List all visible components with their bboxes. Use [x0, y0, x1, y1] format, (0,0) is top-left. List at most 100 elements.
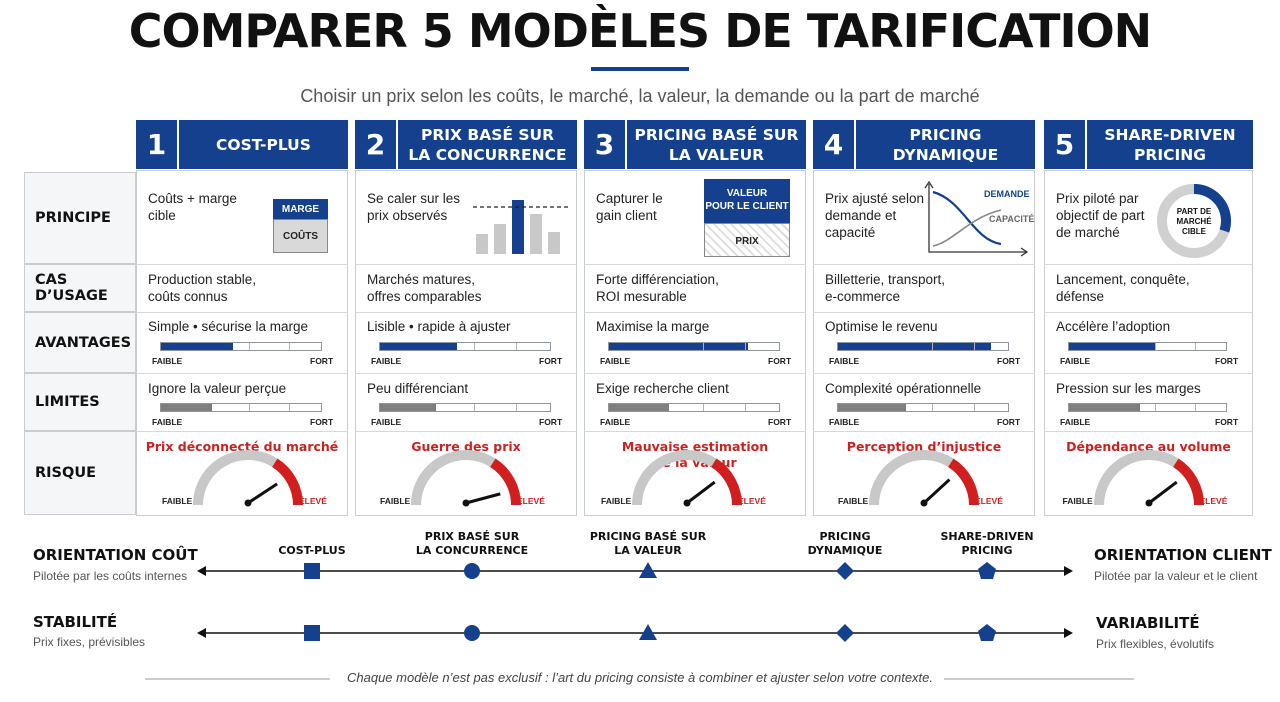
risk-faible-label-1: FAIBLE — [162, 496, 193, 506]
row-divider — [813, 312, 1035, 313]
bar-tick — [702, 343, 704, 350]
column-title-1: COST-PLUS — [216, 135, 311, 154]
row-divider — [813, 431, 1035, 432]
avantages-level-bar-4 — [837, 342, 1009, 351]
limites-level-fill — [1069, 404, 1140, 411]
gauge-hub — [244, 499, 252, 507]
marker-square — [304, 625, 320, 641]
axis2-left-subtitle: Prix fixes, prévisibles — [33, 635, 146, 649]
bar-tick — [1155, 404, 1157, 411]
risk-eleve-label-5: ÉLEVÉ — [1199, 496, 1228, 506]
row-divider — [584, 264, 806, 265]
bar-tick — [516, 404, 517, 411]
risk-eleve-label-4: ÉLEVÉ — [975, 496, 1003, 506]
row-divider — [355, 373, 577, 374]
avantages-faible-label: FAIBLE — [371, 356, 402, 366]
price-bar — [494, 224, 506, 254]
principe-text-4: Prix ajusté selon demande et capacité — [825, 191, 925, 240]
row-divider — [813, 373, 1035, 374]
column-number-3: 3 — [584, 120, 627, 169]
limites-level-fill — [838, 404, 906, 411]
avantages-fort-label: FORT — [768, 356, 792, 366]
gauge-danger-zone — [271, 458, 303, 506]
demand-curve — [932, 190, 1002, 246]
marker-pentagon — [978, 562, 996, 579]
bar-tick — [516, 343, 517, 350]
column-header-3: 3 PRICING BASÉ SUR LA VALEUR — [584, 120, 806, 169]
gauge-needle — [1147, 480, 1178, 505]
row-label-limites: LIMITES — [24, 373, 136, 431]
limites-level-bar-2 — [379, 403, 551, 412]
risk-gauge-5 — [1093, 450, 1204, 507]
row-divider — [1044, 264, 1253, 265]
row-divider — [813, 264, 1035, 265]
competitor-price-bars-icon — [473, 200, 568, 254]
bar-tick — [1194, 343, 1196, 350]
limites-level-fill — [161, 404, 213, 411]
avantages-faible-label: FAIBLE — [829, 356, 860, 366]
gauge-danger-zone — [710, 458, 742, 506]
avantages-fort-label: FORT — [1215, 356, 1239, 366]
limites-faible-label: FAIBLE — [829, 417, 860, 427]
risk-text-5: Dépendance au volume — [1066, 439, 1231, 454]
limites-faible-label: FAIBLE — [371, 417, 402, 427]
risk-faible-label-2: FAIBLE — [380, 496, 411, 506]
gauge-danger-zone — [489, 458, 521, 506]
axis1-right-subtitle: Pilotée par la valeur et le client — [1094, 569, 1258, 583]
demande-label: DEMANDE — [984, 189, 1030, 199]
bar-tick — [1155, 343, 1157, 350]
gauge-needle — [922, 478, 951, 505]
axis-label-model-5: SHARE-DRIVEN PRICING — [940, 530, 1034, 557]
bar-tick — [249, 404, 250, 411]
avantages-level-fill — [380, 343, 457, 350]
marker-circle — [464, 563, 480, 579]
marker-pentagon — [978, 624, 996, 641]
bar-tick — [473, 343, 475, 350]
axis-label-model-2: PRIX BASÉ SUR LA CONCURRENCE — [415, 530, 529, 557]
capacity-curve — [932, 209, 1002, 247]
limites-text-4: Complexité opérationnelle — [825, 381, 982, 396]
risk-eleve-label-1: ÉLEVÉ — [299, 496, 327, 506]
column-header-2: 2 PRIX BASÉ SUR LA CONCURRENCE — [355, 120, 577, 169]
cas-usage-text-3: Forte différenciation, ROI mesurable — [596, 272, 719, 304]
row-divider — [355, 264, 577, 265]
axis2-left-title: STABILITÉ — [33, 613, 118, 631]
row-divider — [136, 431, 348, 432]
y-arrow — [924, 180, 934, 189]
gauge-needle — [465, 492, 501, 505]
x-arrow — [1020, 247, 1029, 257]
row-divider — [1044, 431, 1253, 432]
gauge-needle — [686, 480, 716, 505]
avantages-text-2: Lisible • rapide à ajuster — [367, 319, 511, 334]
capacite-label: CAPACITÉ — [989, 214, 1035, 224]
page-subtitle: Choisir un prix selon les coûts, le marc… — [300, 86, 980, 106]
marker-square — [304, 563, 320, 579]
axis1-right-title: ORIENTATION CLIENT — [1094, 546, 1272, 564]
gauge-track — [193, 450, 278, 506]
risk-text-4: Perception d’injustice — [846, 439, 1002, 454]
column-number-2: 2 — [355, 120, 398, 169]
row-divider — [584, 431, 806, 432]
principe-text-3: Capturer le gain client — [596, 191, 663, 223]
cas-usage-text-2: Marchés matures, offres comparables — [367, 272, 482, 304]
axis2-left-arrow — [197, 628, 206, 638]
bar-tick — [1194, 404, 1196, 411]
axis1-right-arrow — [1064, 566, 1073, 576]
bar-tick — [931, 404, 933, 411]
marge-block: MARGE — [273, 199, 328, 219]
limites-fort-label: FORT — [539, 417, 563, 427]
bar-tick — [974, 404, 975, 411]
column-header-4: 4 PRICING DYNAMIQUE — [813, 120, 1035, 169]
marker-triangle — [639, 624, 657, 640]
gauge-needle — [247, 482, 278, 505]
risk-gauge-2 — [411, 450, 521, 507]
limites-fort-label: FORT — [310, 417, 334, 427]
bar-tick — [974, 343, 975, 350]
row-divider — [136, 264, 348, 265]
gauge-danger-zone — [1172, 458, 1204, 506]
axis-label-model-1: COST-PLUS — [278, 544, 346, 557]
axis2-right-title: VARIABILITÉ — [1096, 614, 1200, 632]
chart-axes — [928, 184, 1027, 253]
gauge-hub — [920, 499, 928, 507]
limites-level-bar-1 — [160, 403, 322, 412]
